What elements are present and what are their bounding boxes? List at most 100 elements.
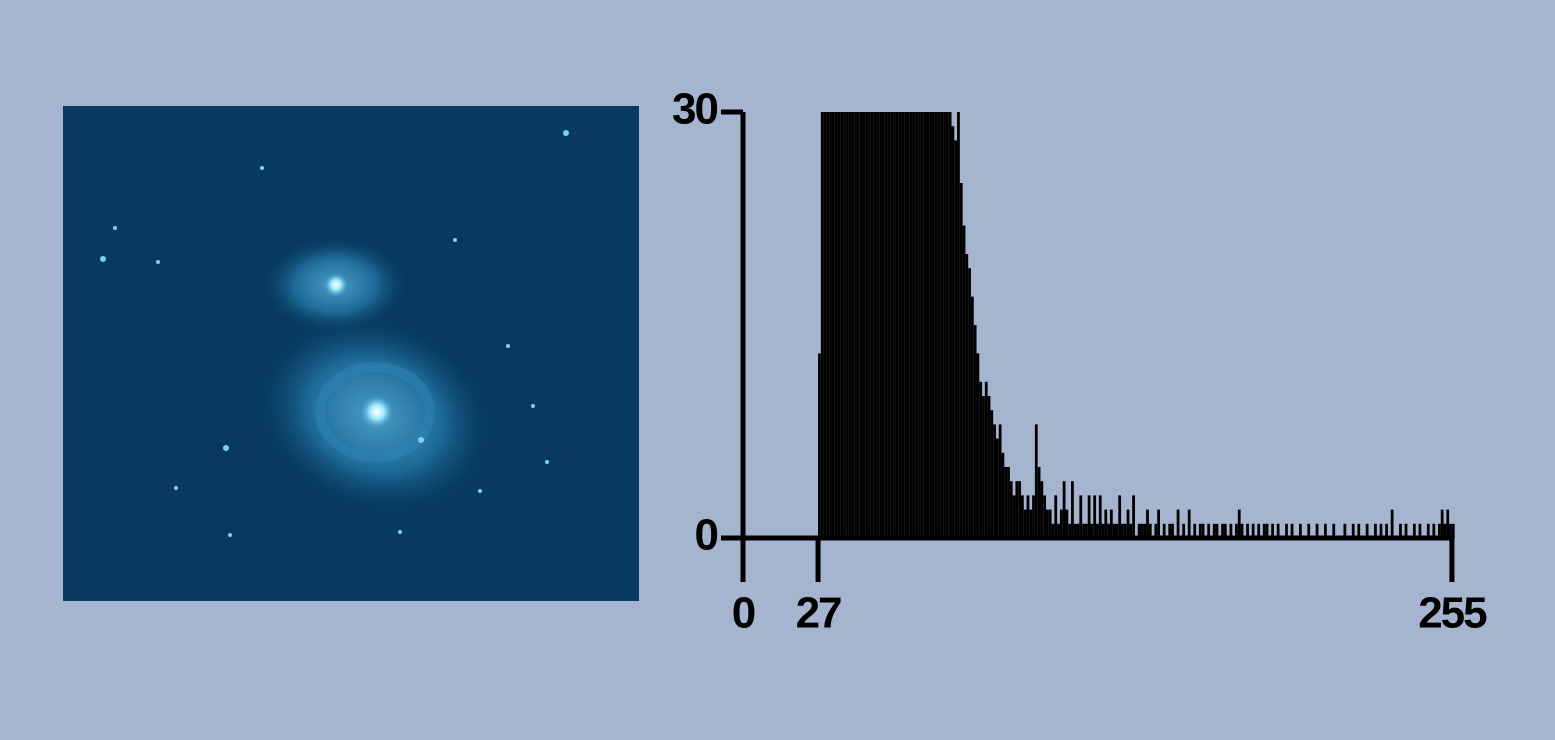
- bar: [882, 112, 885, 538]
- bar: [1438, 523, 1441, 538]
- bar: [1276, 523, 1280, 538]
- bar: [865, 112, 869, 538]
- bar: [1262, 523, 1266, 538]
- bar: [1271, 523, 1274, 538]
- bar: [1182, 523, 1186, 538]
- bar: [1032, 495, 1035, 538]
- bar: [926, 112, 930, 538]
- bar: [1051, 523, 1055, 538]
- bar: [1332, 523, 1336, 538]
- bar: [1357, 523, 1361, 538]
- bar: [1193, 523, 1197, 538]
- x-tick-label: 255: [1418, 589, 1487, 638]
- bar: [1076, 523, 1080, 538]
- bar: [1068, 523, 1072, 538]
- bar: [1148, 523, 1152, 538]
- bar: [1023, 509, 1027, 538]
- bar: [1265, 523, 1269, 538]
- bar: [907, 112, 910, 538]
- bar: [854, 112, 857, 538]
- bar: [1101, 523, 1105, 538]
- bar: [1246, 523, 1249, 538]
- bar: [1451, 523, 1455, 538]
- bar: [1440, 509, 1444, 538]
- bar: [1129, 523, 1133, 538]
- bar: [979, 381, 983, 538]
- bar: [1071, 481, 1074, 538]
- bar: [1126, 509, 1130, 538]
- bar: [851, 112, 855, 538]
- bar: [848, 112, 852, 538]
- bar: [1212, 523, 1216, 538]
- bar: [1223, 523, 1227, 538]
- bar: [876, 112, 880, 538]
- bar: [1073, 523, 1077, 538]
- bar: [929, 112, 933, 538]
- bar: [1112, 523, 1116, 538]
- bar: [1015, 481, 1019, 538]
- bar: [1257, 523, 1261, 538]
- bar: [1290, 523, 1294, 538]
- bar: [1399, 523, 1402, 538]
- bar: [868, 112, 871, 538]
- bar: [1229, 523, 1233, 538]
- bar: [1299, 523, 1302, 538]
- bar: [1137, 523, 1141, 538]
- galaxy-image: [63, 106, 639, 601]
- bar: [1104, 509, 1108, 538]
- bar: [870, 112, 874, 538]
- bar: [1062, 481, 1066, 538]
- bar: [968, 268, 971, 538]
- bar: [1009, 481, 1013, 538]
- bar: [843, 112, 846, 538]
- x-tick-label: 0: [732, 589, 755, 638]
- bar: [1235, 523, 1238, 538]
- bar: [818, 353, 821, 538]
- bar: [1207, 523, 1211, 538]
- bar: [1449, 523, 1452, 538]
- bar: [1082, 523, 1085, 538]
- bar: [1162, 523, 1166, 538]
- bar: [1446, 509, 1450, 538]
- bar: [1096, 523, 1099, 538]
- bar: [1021, 495, 1024, 538]
- bar: [1443, 523, 1447, 538]
- bar: [1187, 509, 1191, 538]
- bar: [1215, 523, 1219, 538]
- bar: [932, 112, 935, 538]
- bar: [1018, 481, 1021, 538]
- bar: [1084, 523, 1088, 538]
- bar: [1118, 495, 1122, 538]
- bar: [1079, 495, 1083, 538]
- bar: [1123, 523, 1127, 538]
- bar: [1143, 523, 1147, 538]
- bar: [1412, 523, 1416, 538]
- bar: [962, 225, 966, 538]
- bar: [1157, 509, 1160, 538]
- bar: [1043, 495, 1047, 538]
- bar: [1132, 495, 1135, 538]
- bar: [943, 112, 946, 538]
- bar: [823, 112, 827, 538]
- bar: [1176, 509, 1180, 538]
- bar: [1432, 523, 1436, 538]
- bar: [948, 112, 952, 538]
- bar: [920, 112, 924, 538]
- bar: [1237, 509, 1241, 538]
- bar: [1034, 424, 1038, 538]
- bar: [1040, 481, 1044, 538]
- bar: [1121, 523, 1124, 538]
- bar: [987, 396, 991, 538]
- bar: [873, 112, 877, 538]
- bar: [837, 112, 841, 538]
- bar: [1087, 495, 1091, 538]
- bar: [898, 112, 902, 538]
- bar: [982, 396, 985, 538]
- bar: [957, 112, 960, 538]
- bar: [1037, 467, 1041, 538]
- bar: [895, 112, 899, 538]
- bar: [1171, 523, 1174, 538]
- bar: [893, 112, 896, 538]
- bar: [1026, 495, 1030, 538]
- bar: [1048, 509, 1052, 538]
